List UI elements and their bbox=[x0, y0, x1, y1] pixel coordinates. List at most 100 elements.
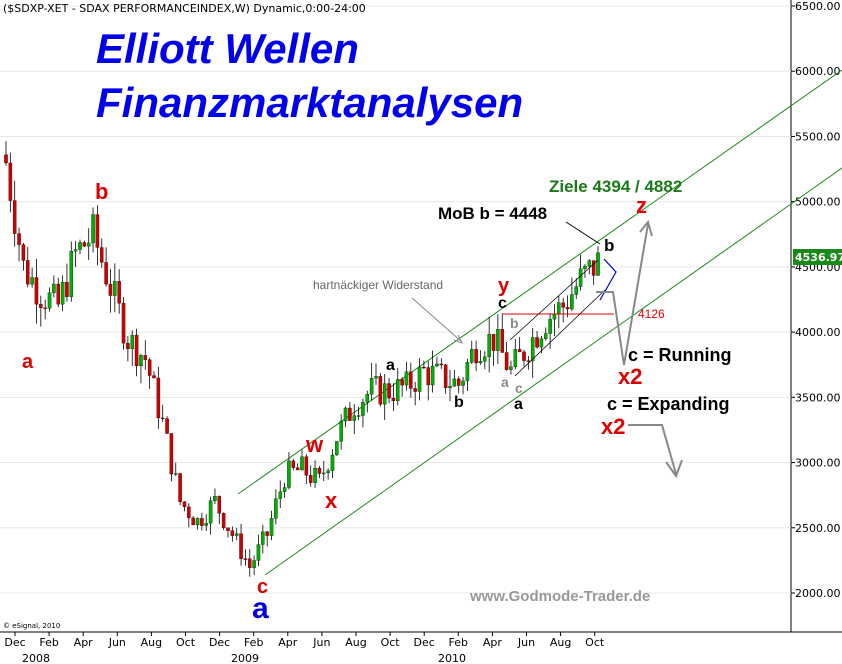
candle-body bbox=[104, 262, 108, 285]
candle-body bbox=[352, 415, 356, 421]
candle-body bbox=[30, 277, 34, 285]
candle-body bbox=[86, 242, 91, 247]
title-line-1: Elliott Wellen bbox=[96, 25, 359, 72]
x-tick-label: Jun bbox=[312, 636, 330, 649]
candle-body bbox=[317, 468, 322, 474]
candle-body bbox=[583, 266, 587, 269]
candle-body bbox=[365, 394, 370, 403]
candle-body bbox=[491, 333, 496, 351]
candle-body bbox=[396, 379, 400, 402]
resistance-label: 4126 bbox=[638, 307, 665, 321]
candle-body bbox=[165, 418, 169, 434]
y-tick-label: 4000.00 bbox=[795, 326, 841, 339]
x-tick-label: Feb bbox=[39, 636, 58, 649]
candle-body bbox=[256, 544, 261, 561]
candle-body bbox=[174, 473, 178, 475]
x-tick-label: Oct bbox=[381, 636, 401, 649]
candle-body bbox=[304, 456, 309, 476]
candle-body bbox=[356, 415, 361, 417]
candle-body bbox=[404, 371, 409, 386]
candle-body bbox=[548, 318, 552, 334]
candle-body bbox=[291, 460, 296, 468]
x-tick-label: Jun bbox=[108, 636, 126, 649]
candle-body bbox=[100, 247, 104, 263]
candle-body bbox=[539, 338, 544, 348]
candle-body bbox=[561, 302, 565, 308]
candle-body bbox=[496, 329, 500, 351]
candle-body bbox=[343, 407, 348, 422]
candle-body bbox=[361, 402, 365, 416]
candle-body bbox=[204, 523, 208, 526]
candle-body bbox=[591, 260, 596, 276]
chart-header: ($SDXP-XET - SDAX PERFORMANCEINDEX,W) Dy… bbox=[3, 2, 366, 15]
candles bbox=[4, 141, 600, 577]
y-tick-label: 5500.00 bbox=[795, 130, 841, 143]
candle-body bbox=[117, 281, 121, 304]
candle-body bbox=[208, 500, 213, 524]
candle-body bbox=[570, 294, 574, 310]
candle-body bbox=[578, 268, 583, 287]
wave-w: w bbox=[305, 432, 324, 457]
candle-body bbox=[295, 467, 300, 471]
candle-body bbox=[509, 366, 513, 370]
projection-arrows bbox=[596, 219, 683, 479]
candle-body bbox=[60, 282, 65, 305]
candle-body bbox=[121, 303, 126, 344]
candle-body bbox=[17, 233, 21, 245]
candle-body bbox=[313, 468, 317, 483]
candle-body bbox=[587, 260, 592, 267]
candle-body bbox=[26, 260, 30, 285]
x2-running: x2 bbox=[618, 364, 642, 389]
title-line-2: Finanzmarktanalysen bbox=[96, 79, 523, 126]
candle-body bbox=[348, 407, 352, 421]
x-year-label: 2009 bbox=[231, 652, 259, 664]
y-tick-label: 3500.00 bbox=[795, 391, 841, 404]
candle-body bbox=[470, 349, 474, 363]
x-tick-label: Aug bbox=[141, 636, 162, 649]
wave-a-bottom: a bbox=[514, 396, 523, 413]
candle-body bbox=[47, 292, 52, 309]
wave-y: y bbox=[498, 275, 510, 297]
candle-body bbox=[239, 533, 243, 559]
candle-body bbox=[308, 475, 313, 483]
candle-body bbox=[544, 333, 548, 339]
candle-body bbox=[82, 242, 87, 247]
candle-body bbox=[378, 376, 383, 405]
x-year-label: 2008 bbox=[22, 652, 50, 664]
candle-body bbox=[530, 337, 535, 362]
candle-body bbox=[39, 304, 43, 309]
wave-z: z bbox=[636, 193, 647, 218]
y-tick-label: 2500.00 bbox=[795, 522, 841, 535]
candle-body bbox=[243, 558, 248, 560]
minor-channel bbox=[509, 258, 617, 377]
candle-body bbox=[56, 283, 60, 305]
candle-body bbox=[330, 454, 335, 471]
candle-body bbox=[182, 501, 187, 508]
candle-body bbox=[113, 281, 117, 296]
candle-body bbox=[234, 533, 239, 536]
candle-body bbox=[596, 252, 600, 276]
x-tick-label: Dec bbox=[414, 636, 435, 649]
candle-body bbox=[52, 283, 56, 293]
wave-x: x bbox=[325, 488, 338, 513]
candle-body bbox=[178, 473, 182, 502]
candle-body bbox=[461, 380, 465, 386]
x-tick-label: Feb bbox=[449, 636, 468, 649]
candle-body bbox=[217, 496, 222, 514]
candle-body bbox=[552, 313, 557, 320]
candle-body bbox=[195, 518, 200, 526]
candle-body bbox=[134, 334, 139, 367]
candle-body bbox=[156, 377, 161, 419]
candle-body bbox=[369, 378, 374, 395]
candle-body bbox=[187, 506, 191, 519]
resistance-annotation: hartnäckiger Widerstand bbox=[313, 278, 443, 292]
candle-body bbox=[226, 527, 230, 531]
x-tick-label: Apr bbox=[483, 636, 503, 649]
candle-body bbox=[130, 334, 134, 350]
wave-a-primary: a bbox=[252, 592, 269, 625]
candle-body bbox=[269, 518, 274, 536]
candle-body bbox=[443, 364, 448, 389]
candle-body bbox=[160, 417, 165, 420]
candle-body bbox=[465, 362, 470, 382]
channel-upper-line bbox=[237, 69, 842, 495]
